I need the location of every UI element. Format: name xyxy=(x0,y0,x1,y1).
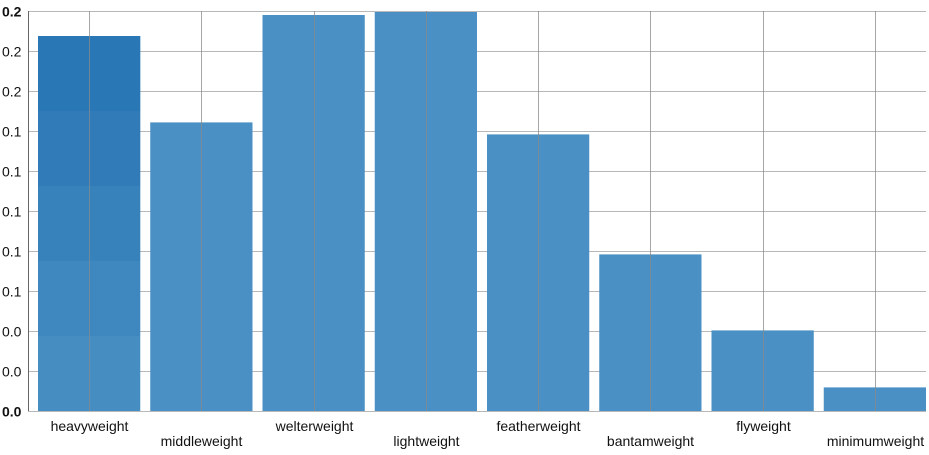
y-tick-label: 0.0 xyxy=(2,404,22,420)
y-tick-label: 0.1 xyxy=(2,244,22,260)
x-tick-label: welterweight xyxy=(275,418,354,434)
y-axis-ticks: 0.0 0.0 0.0 0.1 0.1 0.1 0.1 0.1 0.2 0.2 0.2 xyxy=(2,4,22,420)
x-tick-label: minimumweight xyxy=(827,433,924,449)
y-tick-label: 0.2 xyxy=(2,84,22,100)
y-tick-label: 0.1 xyxy=(2,204,22,220)
bar-flyweight[interactable] xyxy=(711,330,814,411)
y-tick-label: 0.1 xyxy=(2,164,22,180)
y-tick-label: 0.2 xyxy=(2,4,22,20)
y-tick-label: 0.2 xyxy=(2,44,22,60)
bar-welterweight[interactable] xyxy=(262,15,365,411)
y-tick-label: 0.0 xyxy=(2,324,22,340)
x-tick-label: middleweight xyxy=(161,433,243,449)
bar-lightweight[interactable] xyxy=(374,12,477,411)
y-tick-label: 0.0 xyxy=(2,364,22,380)
y-tick-label: 0.1 xyxy=(2,284,22,300)
x-tick-label: flyweight xyxy=(736,418,791,434)
x-axis-ticks: heavyweight middleweight welterweight light… xyxy=(51,418,925,449)
y-tick-label: 0.1 xyxy=(2,124,22,140)
x-tick-label: featherweight xyxy=(496,418,580,434)
vertical-grid-lines xyxy=(89,11,876,411)
x-tick-label: lightweight xyxy=(393,433,459,449)
bar-minimumweight[interactable] xyxy=(823,387,926,411)
x-tick-label: heavyweight xyxy=(51,418,129,434)
x-tick-label: bantamweight xyxy=(607,433,694,449)
